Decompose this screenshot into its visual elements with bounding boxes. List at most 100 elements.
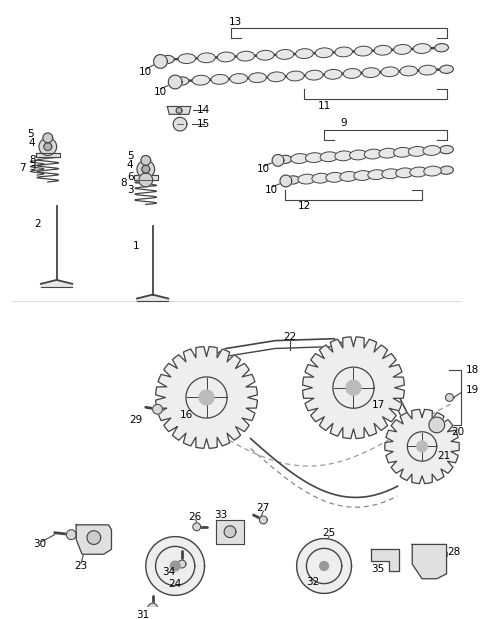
Ellipse shape bbox=[198, 53, 216, 63]
Polygon shape bbox=[168, 75, 182, 89]
Polygon shape bbox=[134, 175, 157, 180]
Text: 34: 34 bbox=[163, 567, 176, 577]
Ellipse shape bbox=[268, 72, 285, 82]
Ellipse shape bbox=[379, 149, 396, 158]
Polygon shape bbox=[154, 54, 168, 68]
Ellipse shape bbox=[324, 69, 342, 79]
Polygon shape bbox=[137, 295, 168, 301]
Polygon shape bbox=[306, 548, 342, 584]
Ellipse shape bbox=[287, 71, 304, 81]
Ellipse shape bbox=[291, 154, 308, 163]
Polygon shape bbox=[139, 173, 153, 187]
Polygon shape bbox=[412, 545, 446, 579]
Text: 4: 4 bbox=[29, 138, 36, 148]
Text: 21: 21 bbox=[437, 451, 450, 461]
Text: 3: 3 bbox=[127, 185, 133, 195]
Polygon shape bbox=[408, 432, 437, 461]
Polygon shape bbox=[333, 367, 374, 409]
Text: 30: 30 bbox=[34, 539, 47, 550]
Polygon shape bbox=[142, 165, 150, 173]
Ellipse shape bbox=[362, 67, 380, 77]
Ellipse shape bbox=[424, 166, 442, 176]
Text: 5: 5 bbox=[27, 129, 34, 139]
Text: 24: 24 bbox=[168, 579, 182, 589]
Ellipse shape bbox=[400, 66, 418, 76]
Ellipse shape bbox=[349, 150, 367, 160]
Text: 31: 31 bbox=[136, 610, 149, 619]
Text: 16: 16 bbox=[180, 410, 193, 420]
Text: 27: 27 bbox=[257, 503, 270, 513]
Polygon shape bbox=[178, 560, 186, 568]
Ellipse shape bbox=[160, 55, 174, 64]
Polygon shape bbox=[259, 516, 267, 524]
Text: 28: 28 bbox=[447, 547, 460, 557]
Ellipse shape bbox=[326, 173, 344, 182]
Text: 13: 13 bbox=[229, 17, 242, 27]
Text: 26: 26 bbox=[188, 512, 202, 522]
Polygon shape bbox=[186, 377, 227, 418]
Ellipse shape bbox=[315, 48, 333, 58]
Ellipse shape bbox=[381, 67, 399, 77]
Ellipse shape bbox=[230, 74, 248, 84]
Ellipse shape bbox=[354, 46, 372, 56]
Polygon shape bbox=[173, 117, 187, 131]
Ellipse shape bbox=[305, 70, 323, 80]
Text: 29: 29 bbox=[129, 415, 143, 425]
Polygon shape bbox=[141, 155, 151, 165]
Text: 11: 11 bbox=[317, 100, 331, 111]
Ellipse shape bbox=[368, 170, 385, 180]
Ellipse shape bbox=[374, 45, 392, 55]
Text: 1: 1 bbox=[132, 241, 139, 251]
Polygon shape bbox=[146, 537, 204, 595]
Text: 32: 32 bbox=[306, 577, 319, 587]
Ellipse shape bbox=[423, 145, 441, 155]
Polygon shape bbox=[148, 604, 157, 613]
Ellipse shape bbox=[382, 169, 399, 179]
Polygon shape bbox=[44, 143, 52, 150]
Ellipse shape bbox=[298, 174, 315, 184]
Ellipse shape bbox=[237, 51, 254, 61]
Ellipse shape bbox=[256, 50, 274, 60]
Polygon shape bbox=[137, 160, 155, 178]
Text: 33: 33 bbox=[215, 510, 228, 520]
Text: 4: 4 bbox=[127, 160, 133, 170]
Text: 10: 10 bbox=[264, 185, 278, 195]
Polygon shape bbox=[156, 547, 195, 586]
Text: 2: 2 bbox=[35, 219, 41, 229]
Polygon shape bbox=[153, 404, 162, 414]
Text: 7: 7 bbox=[19, 163, 25, 173]
Ellipse shape bbox=[394, 45, 411, 54]
Polygon shape bbox=[36, 152, 60, 157]
Ellipse shape bbox=[249, 73, 266, 82]
Polygon shape bbox=[156, 347, 257, 448]
Ellipse shape bbox=[410, 167, 427, 177]
Polygon shape bbox=[168, 106, 191, 115]
Ellipse shape bbox=[211, 74, 228, 84]
Ellipse shape bbox=[278, 155, 292, 163]
Ellipse shape bbox=[286, 176, 300, 184]
Ellipse shape bbox=[305, 153, 323, 163]
Ellipse shape bbox=[440, 145, 454, 154]
Polygon shape bbox=[43, 133, 53, 143]
Polygon shape bbox=[280, 175, 292, 187]
Ellipse shape bbox=[408, 147, 426, 157]
Polygon shape bbox=[41, 280, 72, 287]
Text: 3: 3 bbox=[29, 162, 36, 172]
Ellipse shape bbox=[335, 47, 352, 57]
Ellipse shape bbox=[435, 43, 448, 52]
Ellipse shape bbox=[192, 76, 210, 85]
Ellipse shape bbox=[343, 69, 361, 79]
Polygon shape bbox=[66, 530, 76, 540]
Text: 19: 19 bbox=[466, 384, 480, 395]
Polygon shape bbox=[176, 108, 182, 113]
Text: 6: 6 bbox=[127, 172, 133, 182]
Ellipse shape bbox=[396, 168, 413, 178]
Polygon shape bbox=[320, 561, 328, 570]
Text: 17: 17 bbox=[372, 400, 384, 410]
Polygon shape bbox=[224, 526, 236, 537]
Ellipse shape bbox=[178, 54, 196, 64]
Polygon shape bbox=[417, 441, 427, 452]
Text: 22: 22 bbox=[283, 332, 297, 342]
Polygon shape bbox=[429, 417, 444, 433]
Text: 10: 10 bbox=[257, 164, 270, 174]
